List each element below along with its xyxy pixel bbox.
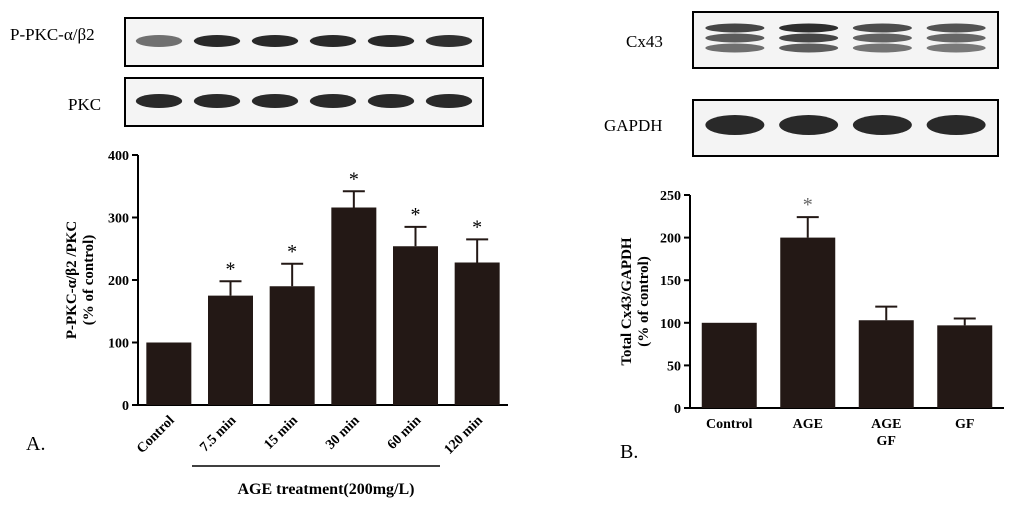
bands-gapdh [705,115,986,135]
blot-band [779,115,839,135]
blot-band [425,35,473,47]
y-tick-label: 200 [108,274,129,289]
bar [331,207,377,405]
blot-pkc [124,77,484,127]
blot-band [135,94,183,108]
blot-band [251,94,299,108]
y-tick-label: 0 [674,402,681,417]
blot-band [705,33,765,43]
bands-pkc [135,94,473,108]
y-tick-label: 100 [108,337,129,352]
blot-band [425,94,473,108]
blot-band [135,35,183,47]
blot-band [193,94,241,108]
significance-marker: * [287,241,297,263]
blot-band [367,35,415,47]
blot-band [705,43,765,53]
bar [780,237,836,408]
y-tick-label: 150 [660,274,681,289]
blot-band [251,35,299,47]
bar [937,325,993,408]
bar [393,246,438,405]
panel-label-b: B. [620,441,638,463]
blot-band [779,23,839,33]
chart-b: 0 50 100 150 200 250 Control * AGE AGE GF GF Total C… [619,189,1004,449]
x-tick-label: AGE [871,417,901,432]
x-tick-label: 60 min [385,413,425,453]
significance-marker: * [226,258,236,280]
blot-band [705,23,765,33]
significance-marker: * [411,204,421,226]
x-tick-label: Control [706,417,753,432]
bar [146,342,192,405]
blot-label-pkc: PKC [68,95,101,114]
y-axis-label: (% of control) [81,235,97,326]
blot-band [309,94,357,108]
blot-band [852,43,912,53]
y-tick-label: 400 [108,149,129,164]
x-tick-label: AGE [793,417,823,432]
x-tick-label: 15 min [262,413,302,453]
bar [208,295,253,405]
significance-marker: * [349,168,359,190]
y-axis-label: (% of control) [636,256,652,347]
blot-band [309,35,357,47]
x-axis-label: AGE treatment(200mg/L) [238,481,415,498]
blot-band [926,115,986,135]
y-tick-label: 100 [660,317,681,332]
y-tick-label: 200 [660,232,681,247]
blot-band [926,43,986,53]
blot-band [779,33,839,43]
blot-band [926,23,986,33]
blot-band [193,35,241,47]
y-tick-label: 300 [108,212,129,227]
x-tick-label: GF [877,434,896,449]
x-tick-label: 7.5 min [197,413,239,455]
x-tick-label: GF [955,417,974,432]
blot-band [852,33,912,43]
blot-ppkc [124,17,484,67]
bar [454,262,500,405]
y-tick-label: 0 [122,399,129,414]
blot-band [852,115,912,135]
y-tick-label: 50 [667,359,681,374]
x-tick-label: 30 min [323,413,363,453]
blot-band [779,43,839,53]
blot-band [705,115,765,135]
bar [701,322,757,408]
y-axis-label: Total Cx43/GAPDH [619,237,635,366]
chart-a: 0 100 200 300 400 Control * 7.5 min * 15 min * 30 m… [64,149,508,498]
blot-band [367,94,415,108]
y-tick-label: 250 [660,189,681,204]
y-axis-label: P-PKC-α/β2 /PKC [64,221,80,339]
x-tick-label: 120 min [442,413,487,458]
blot-label-gapdh: GAPDH [604,116,663,135]
bar [858,320,914,408]
significance-marker: * [803,194,813,216]
significance-marker: * [472,216,482,238]
bands-ppkc [135,35,473,47]
panel-label-a: A. [26,433,45,455]
bands-cx43 [705,23,986,53]
x-tick-label: Control [134,413,178,457]
blot-band [852,23,912,33]
bar [269,286,315,405]
blot-label-ppkc: P-PKC-α/β2 [10,25,95,44]
blot-label-cx43: Cx43 [626,32,663,51]
blot-band [926,33,986,43]
